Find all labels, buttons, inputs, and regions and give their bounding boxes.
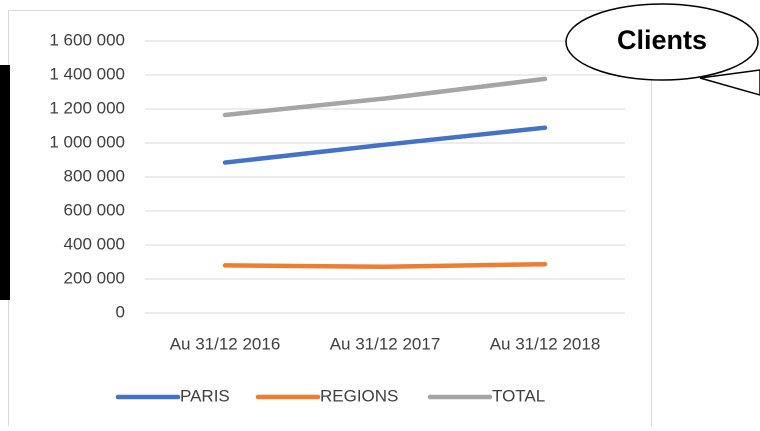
x-tick-label: Au 31/12 2018: [490, 334, 601, 353]
y-tick-label: 800 000: [64, 166, 125, 185]
series-line: [222, 125, 548, 165]
series-line: [222, 261, 548, 270]
plot: 0 200 000 400 000 600 000 800 000 1 000 000 1 …: [49, 30, 625, 405]
legend-label: PARIS: [180, 386, 230, 405]
chart-title: Clients: [617, 25, 707, 55]
y-tick-label: 400 000: [64, 234, 125, 253]
y-tick-label: 600 000: [64, 200, 125, 219]
y-tick-label: 200 000: [64, 268, 125, 287]
callout: [565, 3, 759, 81]
legend-label: TOTAL: [492, 386, 545, 405]
series-line: [222, 76, 548, 118]
callout-tail: [699, 69, 760, 96]
y-tick-label: 1 200 000: [49, 98, 125, 117]
x-tick-label: Au 31/12 2016: [170, 334, 281, 353]
x-tick-label: Au 31/12 2017: [330, 334, 441, 353]
y-tick-label: 1 400 000: [49, 64, 125, 83]
legend-label: REGIONS: [320, 386, 398, 405]
y-tick-label: 0: [116, 302, 125, 321]
y-tick-label: 1 600 000: [49, 30, 125, 49]
y-tick-label: 1 000 000: [49, 132, 125, 151]
side-bar: [0, 65, 10, 300]
